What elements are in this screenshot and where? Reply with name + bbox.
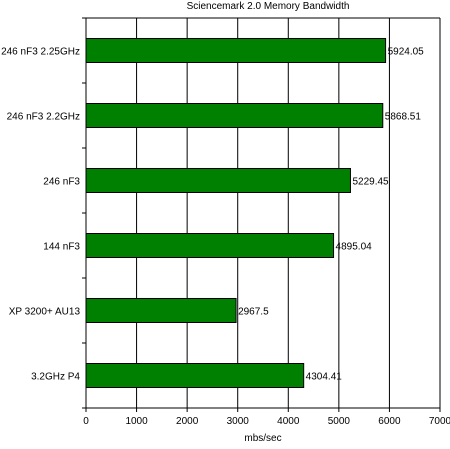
x-tick-label: 6000 — [378, 416, 401, 427]
bar — [85, 103, 384, 128]
category-label: 246 nF3 2.2GHz — [7, 112, 80, 123]
data-label: 4304.41 — [306, 372, 343, 383]
data-label: 5924.05 — [388, 47, 425, 58]
bar — [85, 38, 387, 63]
x-tick-label: 5000 — [328, 416, 351, 427]
x-tick-label: 2000 — [176, 416, 199, 427]
x-tick-label: 1000 — [125, 416, 148, 427]
bar — [85, 363, 305, 388]
x-tick-label: 4000 — [277, 416, 300, 427]
x-axis-label: mbs/sec — [244, 433, 281, 444]
category-label: 3.2GHz P4 — [31, 372, 80, 383]
bar — [85, 168, 351, 193]
bar — [85, 298, 237, 323]
data-label: 4895.04 — [336, 242, 373, 253]
x-tick-label: 0 — [83, 416, 89, 427]
category-label: 246 nF3 — [43, 177, 80, 188]
category-label: XP 3200+ AU13 — [9, 307, 81, 318]
chart-title: Sciencemark 2.0 Memory Bandwidth — [187, 1, 350, 12]
x-tick-label: 3000 — [227, 416, 250, 427]
data-label: 5229.45 — [352, 177, 389, 188]
x-tick-label: 7000 — [429, 416, 450, 427]
data-label: 5868.51 — [385, 112, 422, 123]
data-label: 2967.5 — [238, 307, 269, 318]
category-label: 246 nF3 2.25GHz — [1, 47, 80, 58]
bar — [85, 233, 335, 258]
category-label: 144 nF3 — [43, 242, 80, 253]
